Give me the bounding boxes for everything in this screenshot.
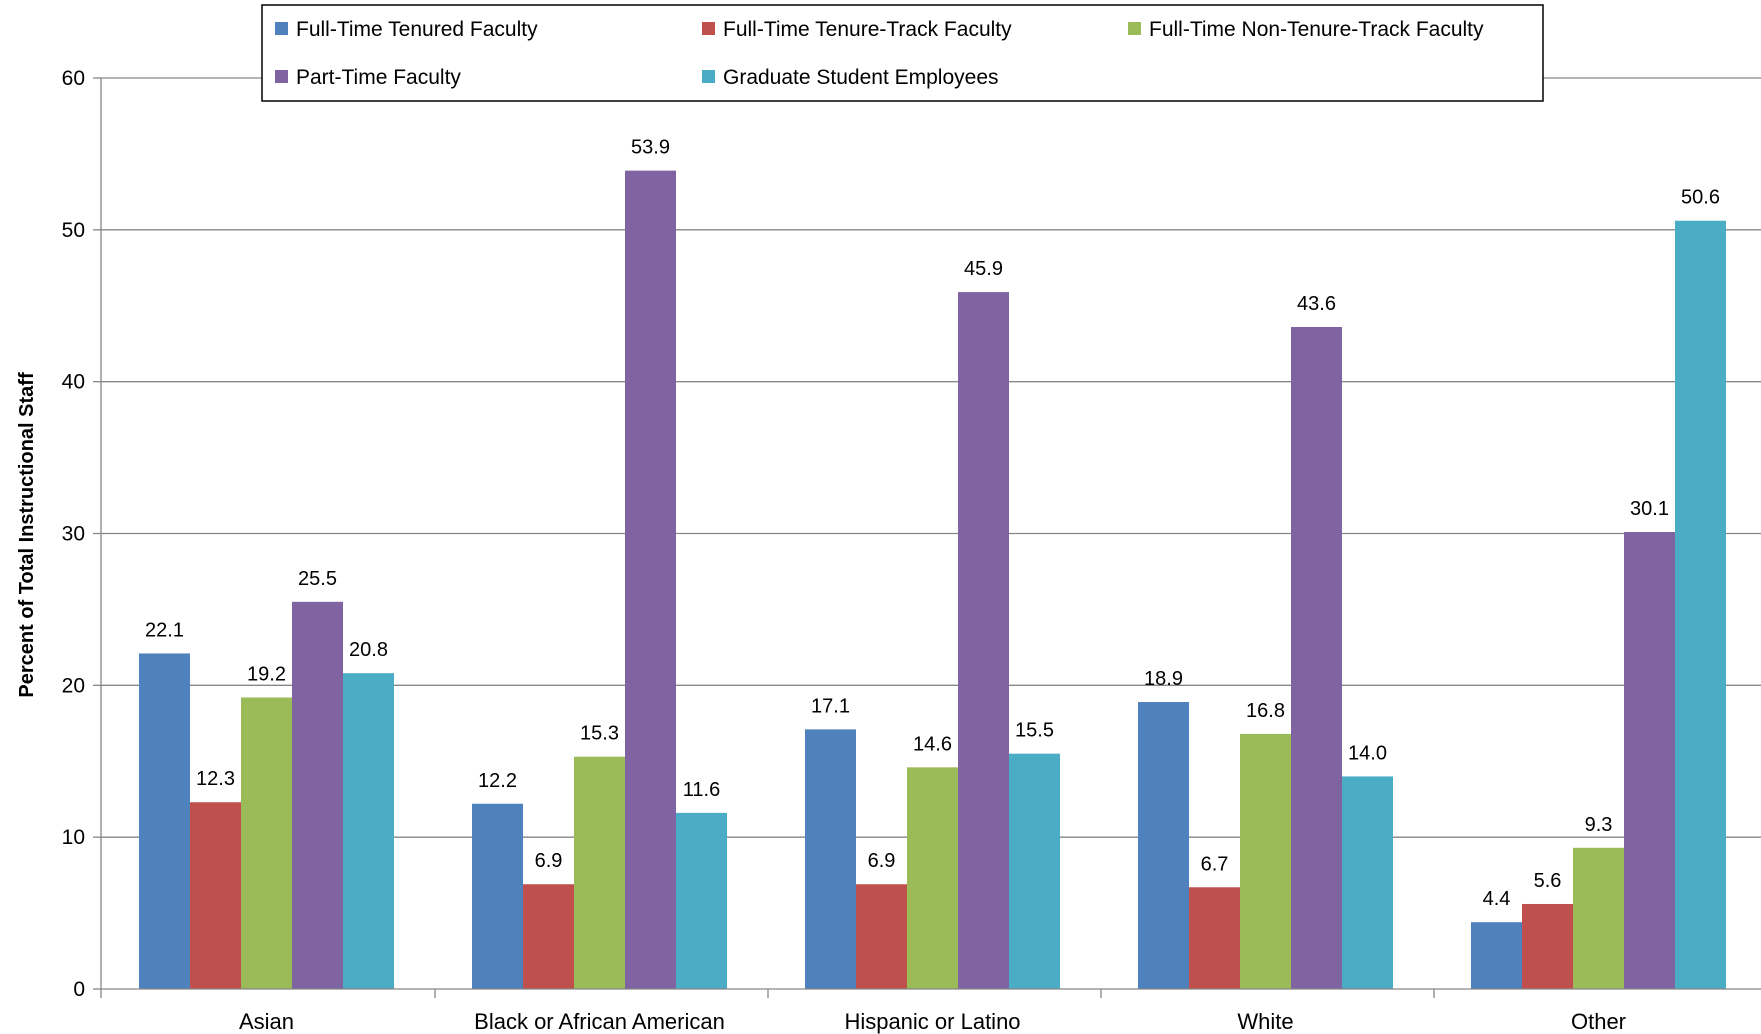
y-tick-label: 60 xyxy=(62,67,85,90)
data-label: 19.2 xyxy=(247,663,286,685)
legend-swatch xyxy=(702,70,715,83)
x-category-label: Black or African American xyxy=(474,1009,725,1034)
data-label: 30.1 xyxy=(1630,498,1669,520)
data-label: 53.9 xyxy=(631,137,670,159)
bar xyxy=(1189,887,1240,989)
y-tick-label: 30 xyxy=(62,523,85,546)
x-category-label: Asian xyxy=(239,1009,294,1034)
bar xyxy=(1240,733,1291,989)
data-label: 50.6 xyxy=(1681,187,1720,209)
data-label: 6.9 xyxy=(535,850,563,872)
x-category-label: Hispanic or Latino xyxy=(844,1009,1020,1034)
legend: Full-Time Tenured Faculty Full-Time Tenur… xyxy=(261,4,1544,102)
bar xyxy=(1573,847,1624,989)
data-label: 12.2 xyxy=(478,770,517,792)
y-tick-label: 10 xyxy=(62,826,85,849)
bars xyxy=(139,170,1726,990)
bar xyxy=(907,767,958,989)
y-tick-label: 0 xyxy=(73,978,85,1001)
x-category-label: Other xyxy=(1571,1009,1626,1034)
data-label: 15.5 xyxy=(1015,720,1054,742)
legend-label: Full-Time Non-Tenure-Track Faculty xyxy=(1149,18,1484,41)
data-label: 14.0 xyxy=(1348,742,1387,764)
data-label: 17.1 xyxy=(811,695,850,717)
data-label: 20.8 xyxy=(349,639,388,661)
bar xyxy=(472,803,523,989)
legend-label: Part-Time Faculty xyxy=(296,66,461,89)
bar xyxy=(523,884,574,989)
data-label: 4.4 xyxy=(1483,888,1511,910)
bar xyxy=(1138,702,1189,989)
legend-swatch xyxy=(275,22,288,35)
y-axis-title: Percent of Total Instructional Staff xyxy=(16,372,38,698)
data-label: 45.9 xyxy=(964,258,1003,280)
y-tick-label: 40 xyxy=(62,371,85,394)
bar xyxy=(1522,903,1573,989)
data-label: 14.6 xyxy=(913,733,952,755)
bar xyxy=(1342,776,1393,989)
bar xyxy=(625,170,676,989)
data-label: 18.9 xyxy=(1144,668,1183,690)
data-label: 15.3 xyxy=(580,723,619,745)
legend-label: Full-Time Tenure-Track Faculty xyxy=(723,18,1012,41)
data-label: 12.3 xyxy=(196,768,235,790)
data-label: 6.7 xyxy=(1201,853,1229,875)
bar xyxy=(805,729,856,989)
data-label: 22.1 xyxy=(145,619,184,641)
legend-box xyxy=(261,4,1544,102)
bar xyxy=(190,802,241,989)
y-tick-label: 50 xyxy=(62,219,85,242)
legend-swatch xyxy=(1128,22,1141,35)
bar xyxy=(958,292,1009,990)
legend-label: Graduate Student Employees xyxy=(723,66,999,89)
bar xyxy=(1624,531,1675,989)
bar xyxy=(241,697,292,989)
legend-label: Full-Time Tenured Faculty xyxy=(296,18,538,41)
bar xyxy=(1675,220,1726,989)
bar xyxy=(139,653,190,989)
data-label: 6.9 xyxy=(868,850,896,872)
bar xyxy=(676,812,727,989)
bar xyxy=(1471,922,1522,989)
legend-swatch xyxy=(702,22,715,35)
y-tick-label: 20 xyxy=(62,674,85,697)
data-label: 16.8 xyxy=(1246,700,1285,722)
bar xyxy=(292,601,343,989)
bar xyxy=(1291,327,1342,989)
legend-swatch xyxy=(275,70,288,83)
bar xyxy=(856,884,907,989)
axes: 0 10 20 30 40 50 60 Asian Black or African Ameri… xyxy=(62,67,1761,1034)
bar xyxy=(1009,753,1060,989)
bar xyxy=(343,673,394,989)
bar xyxy=(574,756,625,989)
data-label: 5.6 xyxy=(1534,870,1562,892)
x-category-label: White xyxy=(1237,1009,1293,1034)
data-label: 9.3 xyxy=(1585,814,1613,836)
data-label: 11.6 xyxy=(683,779,720,801)
data-labels: 22.1 12.3 19.2 25.5 20.8 12.2 6.9 15.3 53.9 11.6 1… xyxy=(145,137,1720,911)
data-label: 25.5 xyxy=(298,568,337,590)
data-label: 43.6 xyxy=(1297,293,1336,315)
